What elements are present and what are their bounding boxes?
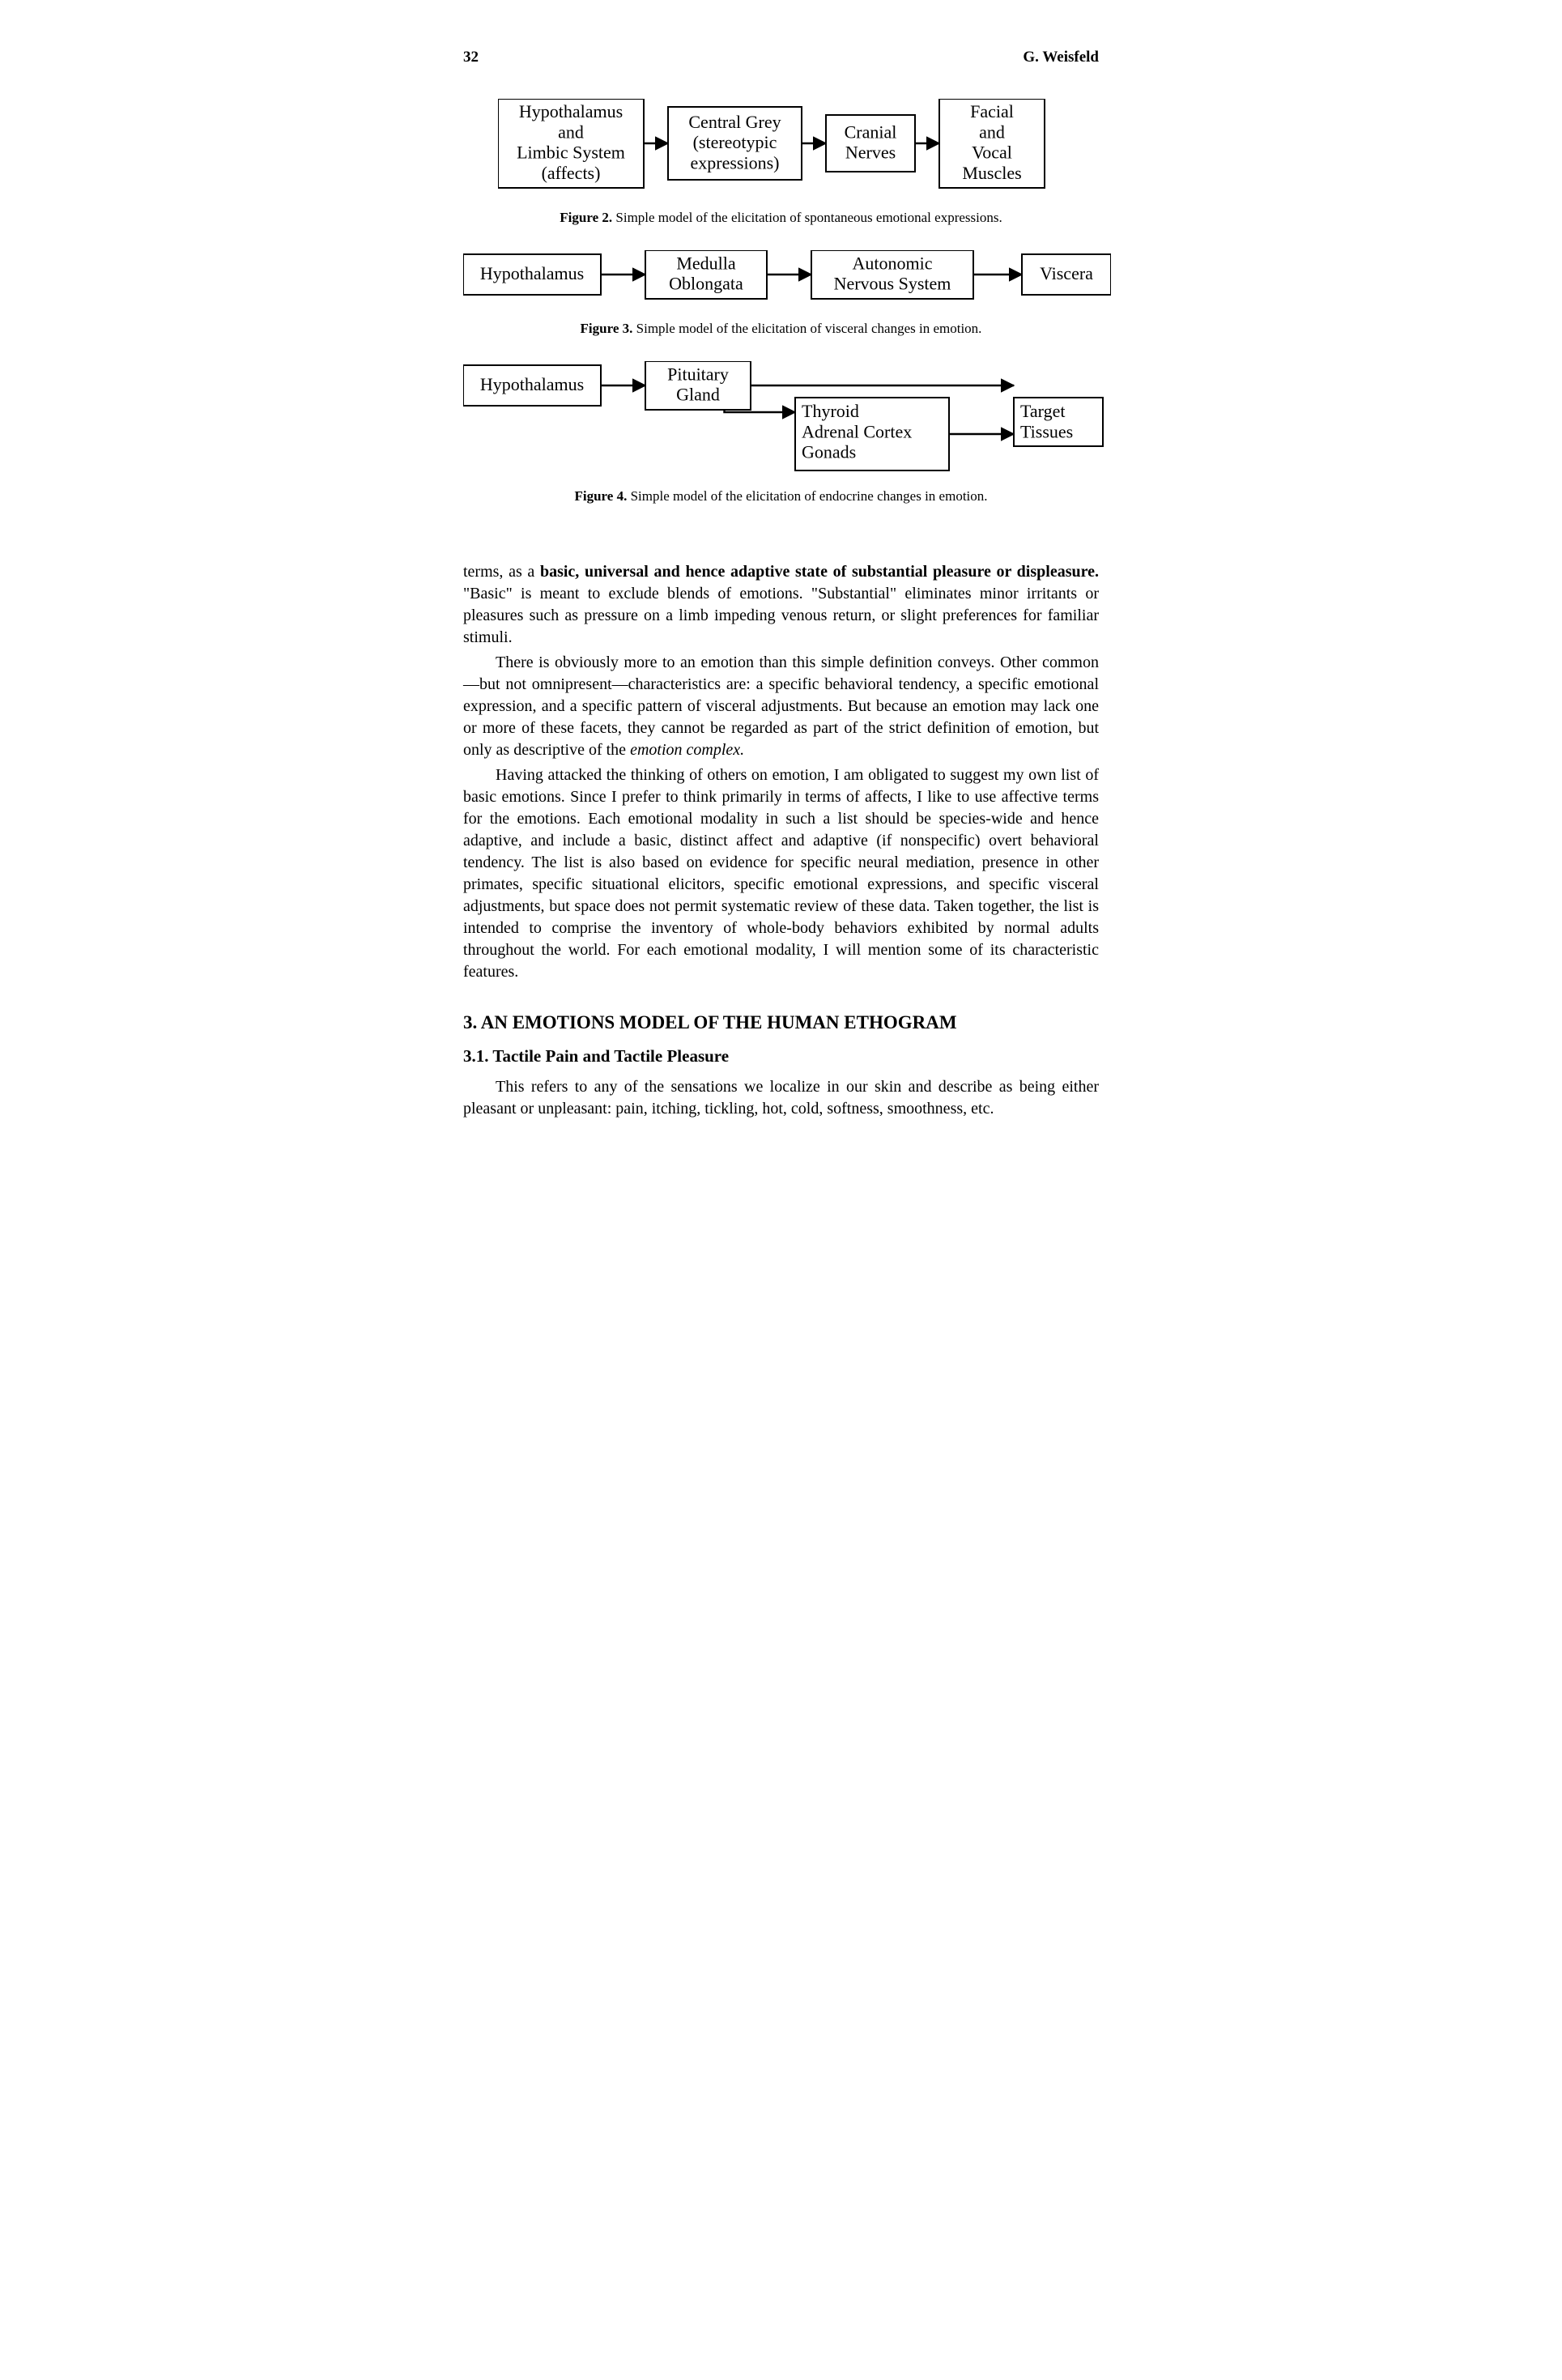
paragraph-3: Having attacked the thinking of others o… [463,764,1099,983]
author-name: G. Weisfeld [1023,49,1099,66]
para1-pre: terms, as a [463,563,540,581]
body-text: terms, as a basic, universal and hence a… [463,561,1099,983]
figure-3-caption: Figure 3. Simple model of the elicitatio… [463,321,1099,337]
flow-node-text: Oblongata [669,274,743,294]
para2-pre: There is obviously more to an emotion th… [463,654,1099,759]
flow-node-text: Hypothalamus [480,263,584,283]
flow-node-text: Central Grey [688,112,781,132]
subsection-paragraph: This refers to any of the sensations we … [463,1076,1099,1120]
figure-3-caption-text: Simple model of the elicitation of visce… [636,321,982,336]
para1-post: "Basic" is meant to exclude blends of em… [463,585,1099,646]
figure-3-diagram: Hypothalamus MedullaOblongata AutonomicNer… [463,250,1111,311]
flow-node-text: Limbic System [517,143,625,163]
figure-4-caption-text: Simple model of the elicitation of endoc… [631,488,988,504]
figure-4-caption-label: Figure 4. [574,488,627,504]
figure-4-caption: Figure 4. Simple model of the elicitatio… [463,488,1099,505]
subsection-body: This refers to any of the sensations we … [463,1076,1099,1120]
flow-node-text: and [558,121,584,142]
flow-node-text: Target [1020,401,1065,421]
para2-italic: emotion complex. [630,741,744,759]
flow-node-text: Nervous System [834,274,951,294]
paragraph-2: There is obviously more to an emotion th… [463,652,1099,761]
flow-node-text: (affects) [541,163,600,183]
flowchart-svg: Hypothalamus PituitaryGland ThyroidAdrenal… [463,361,1111,475]
flow-node-text: expressions) [690,152,779,172]
para1-bold: basic, universal and hence adaptive stat… [540,563,1099,581]
flow-node-text: Muscles [962,163,1021,183]
flow-node-text: Adrenal Cortex [802,421,912,441]
flowchart-svg: Hypothalamus MedullaOblongata AutonomicNer… [463,250,1111,307]
flow-node-text: and [979,121,1005,142]
section-heading: 3. AN EMOTIONS MODEL OF THE HUMAN ETHOGR… [463,1012,1099,1033]
flow-node-text: Medulla [676,253,736,273]
paragraph-1: terms, as a basic, universal and hence a… [463,561,1099,649]
flow-node-text: Nerves [845,143,895,163]
subsection-heading: 3.1. Tactile Pain and Tactile Pleasure [463,1046,1099,1067]
page-header: 32 G. Weisfeld [463,49,1099,66]
flow-node-text: Hypothalamus [480,374,584,394]
page-number: 32 [463,49,479,66]
figure-2-diagram: HypothalamusandLimbic System(affects)Cen… [498,99,1065,200]
flow-node-text: Vocal [972,143,1012,163]
figure-2-caption-label: Figure 2. [560,210,612,225]
figure-3-caption-label: Figure 3. [581,321,633,336]
figure-2-caption-text: Simple model of the elicitation of spont… [615,210,1002,225]
flow-node-text: Hypothalamus [518,101,622,121]
flowchart-svg: HypothalamusandLimbic System(affects)Cen… [498,99,1065,196]
flow-node-text: (stereotypic [692,132,777,152]
page-root: 32 G. Weisfeld HypothalamusandLimbic Sys… [390,0,1172,1188]
flow-node-text: Cranial [844,121,896,142]
flow-node-text: Pituitary [667,364,729,384]
flow-node-text: Gland [676,385,720,405]
figure-4-diagram: Hypothalamus PituitaryGland ThyroidAdrenal… [463,361,1111,479]
flow-node-text: Tissues [1020,421,1073,441]
flow-node-text: Viscera [1040,263,1093,283]
flow-node-text: Autonomic [853,253,933,273]
flow-node-text: Thyroid [802,401,859,421]
figure-2-caption: Figure 2. Simple model of the elicitatio… [463,210,1099,226]
flow-node-text: Gonads [802,442,856,462]
flow-node-text: Facial [970,101,1014,121]
